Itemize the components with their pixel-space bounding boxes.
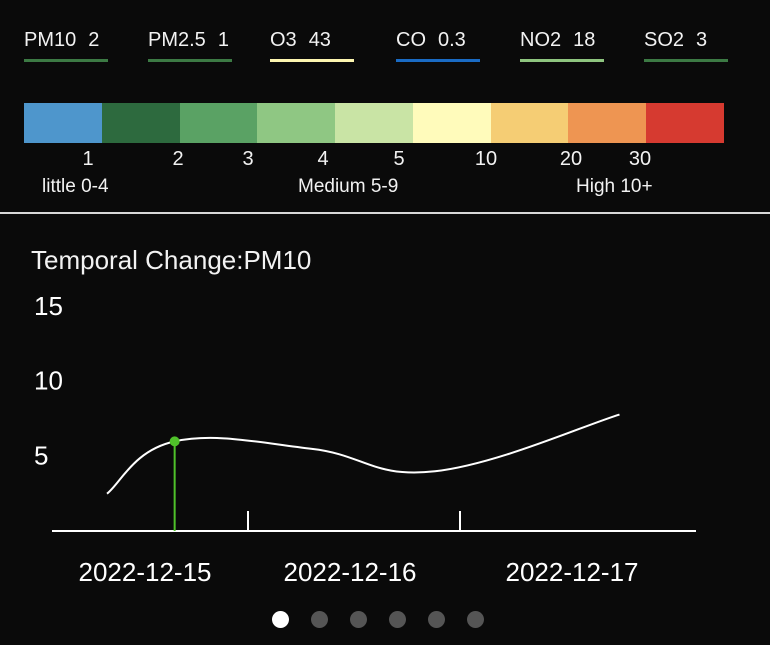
page-indicator: [0, 610, 770, 632]
color-scale-bar: [24, 103, 725, 143]
page-dot[interactable]: [467, 611, 484, 628]
x-tick-label: 2022-12-16: [284, 557, 417, 587]
y-tick-label: 10: [34, 366, 63, 396]
pollutant-name: CO: [396, 29, 426, 51]
scale-tick-label: 2: [172, 148, 184, 170]
chart-title: Temporal Change:PM10: [31, 245, 312, 275]
scale-tick-label: 5: [393, 148, 405, 170]
y-tick-label: 15: [34, 291, 63, 321]
pollutant-name: SO2: [644, 29, 685, 51]
scale-tick-label: 3: [242, 148, 254, 170]
pollutant-value: 43: [308, 29, 331, 51]
page-dot[interactable]: [272, 611, 289, 628]
page-dot[interactable]: [350, 611, 367, 628]
scale-cell: [490, 103, 569, 143]
pollutant-underline: [396, 59, 480, 62]
scale-cell: [646, 103, 725, 143]
scale-cell: [24, 103, 102, 143]
pollutant-value: 18: [573, 29, 596, 51]
temporal-chart: 5 10 15 2022-12-15 2022-12-16 2022-12-17: [34, 291, 696, 587]
scale-tick-label: 10: [474, 148, 498, 170]
page-dot[interactable]: [428, 611, 445, 628]
pollutant-value: 3: [696, 29, 708, 51]
pollutant-underline: [520, 59, 604, 62]
scale-tick-label: 1: [82, 148, 94, 170]
pollutant-value: 2: [88, 29, 100, 51]
pollutant-name: O3: [270, 29, 297, 51]
pollutant-so2[interactable]: SO2 3: [644, 28, 728, 64]
scale-cell: [412, 103, 491, 143]
pollutant-pm10[interactable]: PM10 2: [24, 28, 108, 64]
pollutant-pm2-5[interactable]: PM2.5 1: [148, 28, 232, 64]
page-dot[interactable]: [311, 611, 328, 628]
pollutant-name: PM2.5: [148, 29, 206, 51]
scale-tick-label: 4: [317, 148, 329, 170]
pollutant-value: 0.3: [438, 29, 466, 51]
series-line: [106, 413, 620, 495]
scale-level-label: High 10+: [576, 176, 653, 197]
page-dot[interactable]: [389, 611, 406, 628]
scale-cell: [568, 103, 647, 143]
pollutant-name: PM10: [24, 29, 77, 51]
pollutant-underline: [270, 59, 354, 62]
pollutant-summary: PM10 2 PM2.5 1 O3 43 CO 0.3 NO2 18 SO2 3: [24, 28, 728, 64]
y-tick-label: 5: [34, 440, 48, 470]
scale-cell: [257, 103, 336, 143]
divider: [0, 212, 770, 214]
pollutant-underline: [644, 59, 728, 62]
scale-level-label: little 0-4: [42, 176, 109, 197]
pollutant-underline: [148, 59, 232, 62]
x-tick-label: 2022-12-15: [79, 557, 212, 587]
scale-tick-label: 30: [628, 148, 652, 170]
scale-level-label: Medium 5-9: [298, 176, 399, 197]
pollutant-underline: [24, 59, 108, 62]
pollutant-name: NO2: [520, 29, 562, 51]
pollutant-no2[interactable]: NO2 18: [520, 28, 604, 64]
scale-tick-label: 20: [559, 148, 583, 170]
highlight-point: [169, 436, 180, 447]
pollutant-co[interactable]: CO 0.3: [396, 28, 480, 64]
scale-cell: [179, 103, 258, 143]
scale-cell: [335, 103, 413, 143]
x-tick-label: 2022-12-17: [506, 557, 639, 587]
pollutant-o3[interactable]: O3 43: [270, 28, 354, 64]
pollutant-value: 1: [217, 29, 229, 51]
scale-cell: [101, 103, 180, 143]
